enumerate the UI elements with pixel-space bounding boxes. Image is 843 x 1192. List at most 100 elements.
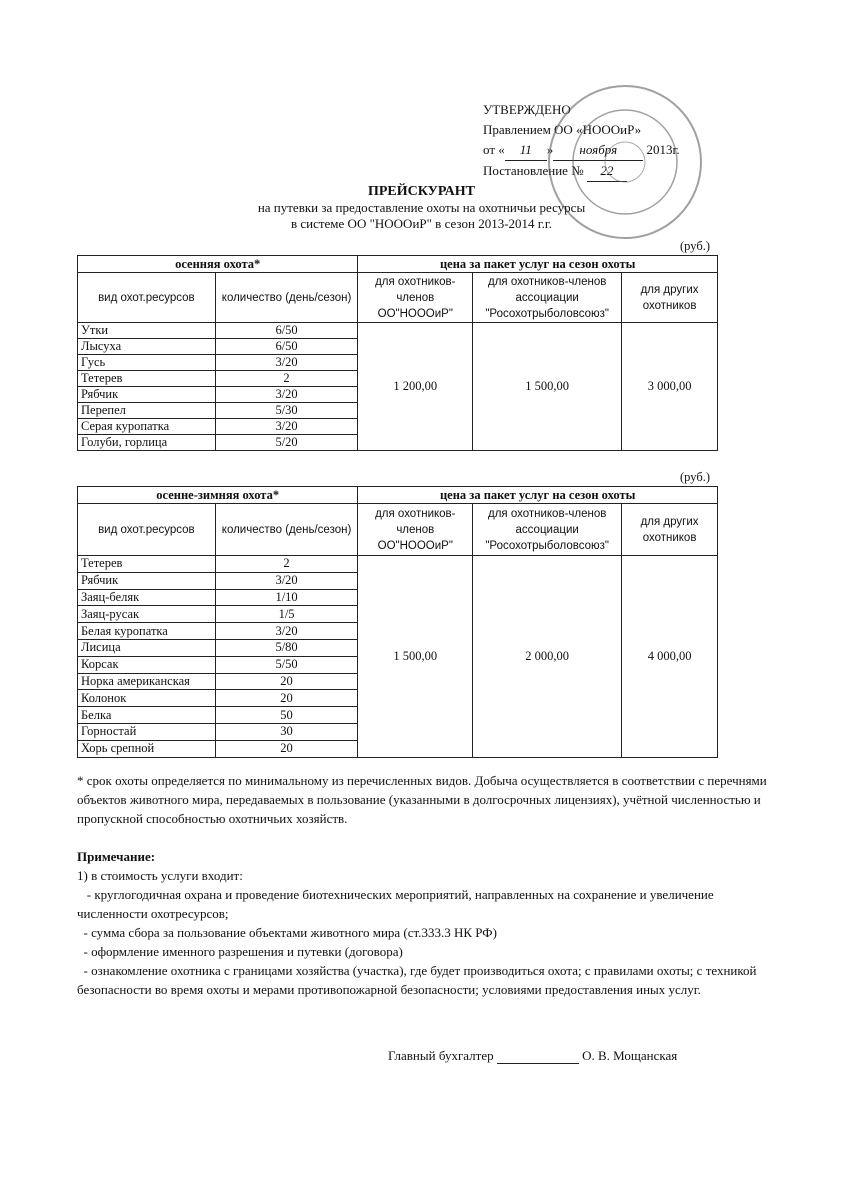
species-cell: Норка американская	[77, 672, 216, 691]
members-org-header: для охотников-членов ОО"НОООиР"	[357, 503, 474, 556]
stamp-seal	[548, 85, 702, 239]
date-month: ноября	[553, 140, 644, 161]
price-others: 3 000,00	[621, 322, 718, 451]
table-row: Утки 6/50 1 200,00 1 500,00 3 000,00	[77, 322, 718, 451]
price-others: 4 000,00	[621, 555, 718, 758]
species-header: вид охот.ресурсов	[77, 503, 216, 556]
quantity-cell: 3/20	[214, 418, 359, 435]
table-row: Тетерев 2 1 500,00 2 000,00 4 000,00	[77, 555, 718, 758]
approval-date: от «11» ноября 2013г.	[483, 140, 680, 161]
footnote: * срок охоты определяется по минимальном…	[77, 773, 767, 826]
price-members-assoc: 1 500,00	[472, 322, 623, 451]
approval-title: УТВЕРЖДЕНО	[483, 102, 571, 117]
note-title: Примечание:	[77, 849, 156, 864]
table-row: Рябчик 3/20	[77, 386, 718, 403]
species-cell: Утки	[77, 322, 216, 339]
species-cell: Хорь срепной	[77, 739, 216, 758]
others-header: для других охотников	[621, 272, 718, 323]
species-cell: Рябчик	[77, 386, 216, 403]
quantity-cell: 3/20	[214, 571, 359, 590]
quantity-cell: 5/80	[214, 638, 359, 657]
species-cell: Серая куропатка	[77, 418, 216, 435]
species-cell: Перепел	[77, 402, 216, 419]
date-prefix: от «	[483, 142, 505, 157]
approval-body: Правлением ОО «НОООиР»	[483, 122, 642, 137]
species-cell: Голуби, горлица	[77, 434, 216, 451]
table-row: Заяц-русак 1/5	[77, 605, 718, 624]
title-main: ПРЕЙСКУРАНТ	[367, 184, 476, 199]
approval-block: УТВЕРЖДЕНО Правлением ОО «НОООиР» от «11…	[483, 100, 680, 182]
title-sub1: на путевки за предоставление охоты на ох…	[257, 200, 586, 215]
unit-label: (руб.)	[680, 239, 710, 253]
price-members-org: 1 500,00	[357, 555, 474, 758]
table-row: Лисица 5/80	[77, 638, 718, 657]
season-header: осенне-зимняя охота*	[76, 486, 359, 504]
table-row: Лысуха 6/50	[77, 338, 718, 355]
species-cell: Белка	[77, 706, 216, 724]
note-item: - сумма сбора за пользование объектами ж…	[77, 925, 497, 940]
quantity-cell: 20	[214, 672, 359, 691]
others-header: для других охотников	[621, 503, 718, 556]
species-cell: Корсак	[77, 655, 216, 674]
quantity-cell: 1/10	[214, 588, 359, 607]
table-row: Хорь срепной 20	[77, 739, 718, 758]
signature-block: Главный бухгалтер О. В. Мощанская	[388, 1048, 677, 1064]
table-row: Колонок 20	[77, 689, 718, 708]
note-item: - круглогодичная охрана и проведение био…	[77, 887, 717, 921]
species-cell: Заяц-беляк	[77, 588, 216, 607]
price-members-assoc: 2 000,00	[472, 555, 623, 758]
table-row: Голуби, горлица 5/20	[77, 434, 718, 451]
species-cell: Горностай	[77, 722, 216, 741]
members-org-header: для охотников-членов ОО"НОООиР"	[357, 272, 474, 323]
species-cell: Лысуха	[77, 338, 216, 355]
date-year: 2013г.	[646, 142, 680, 157]
signature-line	[496, 1050, 579, 1064]
members-assoc-header: для охотников-членов ассоциации "Росохот…	[472, 272, 623, 323]
quantity-cell: 3/20	[214, 386, 359, 403]
table-row: Белая куропатка 3/20	[77, 622, 718, 640]
species-cell: Тетерев	[77, 555, 216, 573]
document-title: ПРЕЙСКУРАНТ на путевки за предоставление…	[0, 184, 843, 232]
table-row: Тетерев 2	[77, 370, 718, 387]
note-item: - ознакомление охотника с границами хозя…	[77, 963, 760, 997]
quantity-cell: 1/5	[214, 605, 359, 624]
quantity-cell: 5/20	[214, 434, 359, 451]
quantity-cell: 3/20	[214, 354, 359, 371]
unit-label: (руб.)	[680, 470, 710, 484]
date-day: 11	[504, 140, 547, 161]
quantity-header: количество (день/сезон)	[214, 503, 359, 556]
quantity-cell: 6/50	[214, 322, 359, 339]
quantity-cell: 5/30	[214, 402, 359, 419]
quantity-cell: 2	[214, 370, 359, 387]
species-cell: Тетерев	[77, 370, 216, 387]
species-cell: Рябчик	[77, 571, 216, 590]
signature-role: Главный бухгалтер	[388, 1048, 494, 1063]
signature-name: О. В. Мощанская	[582, 1048, 678, 1063]
species-header: вид охот.ресурсов	[77, 272, 216, 323]
species-cell: Гусь	[77, 354, 216, 371]
species-cell: Белая куропатка	[77, 622, 216, 640]
quantity-header: количество (день/сезон)	[214, 272, 359, 323]
species-cell: Заяц-русак	[77, 605, 216, 624]
resolution-label: Постановление №	[483, 163, 584, 178]
quantity-cell: 20	[214, 739, 359, 758]
quantity-cell: 3/20	[214, 622, 359, 640]
price-table-autumn: осенняя охота* цена за пакет услуг на сез…	[76, 255, 718, 451]
quantity-cell: 30	[214, 722, 359, 741]
table-row: Горностай 30	[77, 722, 718, 741]
quantity-cell: 6/50	[214, 338, 359, 355]
quantity-cell: 5/50	[214, 655, 359, 674]
title-sub2: в системе ОО "НОООиР" в сезон 2013-2014 …	[290, 216, 553, 231]
note-item: 1) в стоимость услуги входит:	[77, 868, 243, 883]
quantity-cell: 2	[214, 555, 359, 573]
table-row: Корсак 5/50	[77, 655, 718, 674]
season-header: осенняя охота*	[76, 255, 359, 273]
notes-section: * срок охоты определяется по минимальном…	[77, 771, 777, 999]
quantity-cell: 20	[214, 689, 359, 708]
price-group-header: цена за пакет услуг на сезон охоты	[357, 486, 718, 504]
quantity-cell: 50	[214, 706, 359, 724]
table-row: Норка американская 20	[77, 672, 718, 691]
price-members-org: 1 200,00	[357, 322, 474, 451]
species-cell: Колонок	[77, 689, 216, 708]
note-item: - оформление именного разрешения и путев…	[77, 944, 403, 959]
